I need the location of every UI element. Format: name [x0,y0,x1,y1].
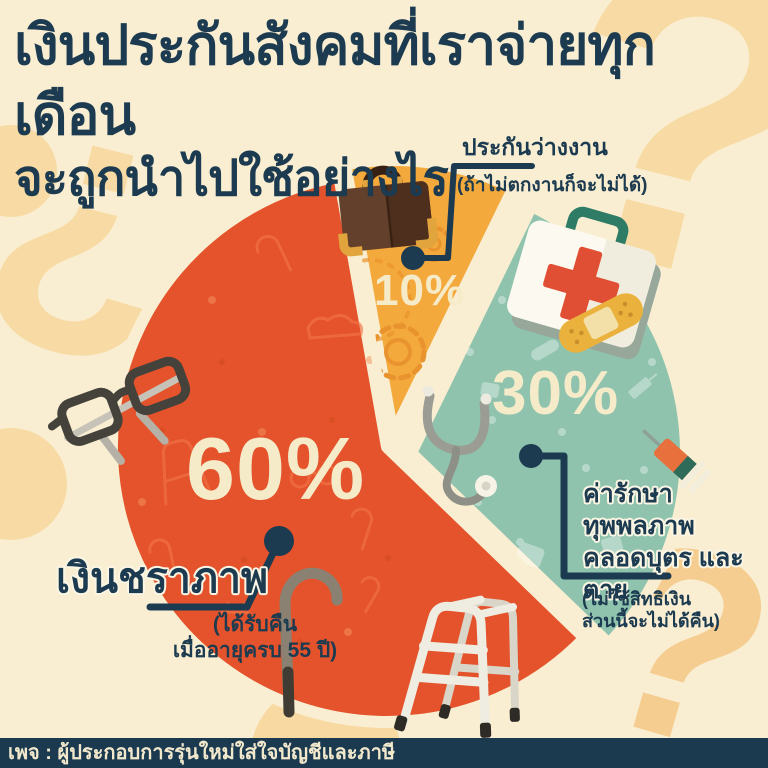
callout-lines [146,163,672,611]
pension-note-line-1: (ได้รับคืน [212,613,298,636]
pension-callout-line [146,541,281,611]
slice-label-30: 30% [492,359,620,428]
slice-label-60: 60% [186,419,366,518]
pension-label: เงินชราภาพ [56,555,269,601]
footer-bar: เพจ : ผู้ประกอบการรุ่นใหม่ใส่ใจบัญชีและภ… [0,738,768,768]
syringe-icon [642,429,711,494]
medical-note-line-1: (ไม่ใช้สิทธิเงิน [582,589,692,609]
medical-label-line-1: ค่ารักษา [583,480,673,508]
title-line-2: จะถูกนำไปใช้อย่างไร [14,152,449,206]
unemployment-note: (ถ้าไม่ตกงานก็จะไม่ได้) [457,175,648,196]
stethoscope-icon [422,385,497,506]
slice-pension-60 [105,170,591,729]
medical-label-line-2: ทุพพลภาพ [583,512,695,540]
medical-note: (ไม่ใช้สิทธิเงิน ส่วนนี้จะไม่ได้คืน) [582,588,720,632]
unemployment-callout-line [410,163,535,261]
medical-label: ค่ารักษา ทุพพลภาพ คลอดบุตร และตาย [583,478,768,606]
unemployment-callout-dot [401,246,425,270]
briefcase-icon [338,165,438,257]
glasses-icon [47,356,191,465]
pension-callout-dot [264,526,294,556]
pension-note-line-2: เมื่ออายุครบ 55 ปี) [172,639,338,662]
cane-icon [279,567,343,718]
slice-label-10: 10% [374,266,466,315]
walker-icon [394,595,520,738]
unemployment-label: ประกันว่างงาน [462,134,608,160]
medical-label-line-3: คลอดบุตร และตาย [583,544,744,604]
medical-note-line-2: ส่วนนี้จะไม่ได้คืน) [582,611,720,631]
pie-slices [105,154,692,729]
page-title: เงินประกันสังคมที่เราจ่ายทุกเดือน จะถูกน… [14,10,768,208]
bandage-icon [559,293,643,353]
pension-note: (ได้รับคืน เมื่ออายุครบ 55 ปี) [150,612,360,664]
medical-callout-line [527,452,672,580]
medical-callout-dot [519,444,543,468]
pension-slice-pattern [138,234,391,645]
title-line-1: เงินประกันสังคมที่เราจ่ายทุกเดือน [14,14,656,146]
footer-text: เพจ : ผู้ประกอบการรุ่นใหม่ใส่ใจบัญชีและภ… [8,742,396,764]
